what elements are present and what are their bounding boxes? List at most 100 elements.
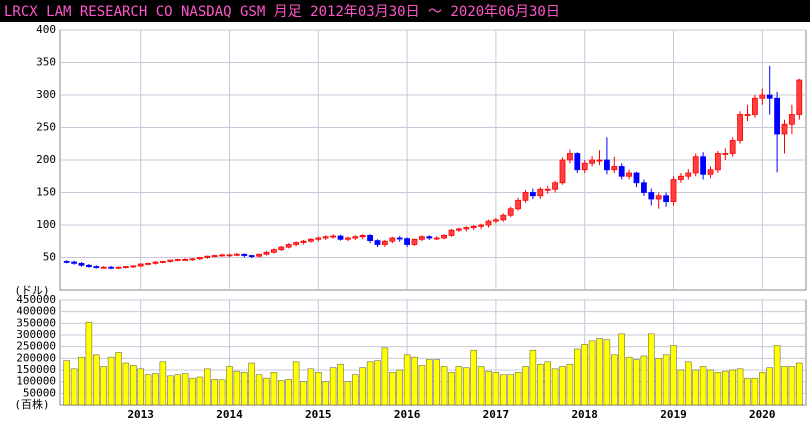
candle-body (492, 219, 499, 222)
candle-body (485, 220, 492, 226)
volume-label: (百株) (14, 397, 49, 411)
candle-body (670, 179, 677, 203)
volume-bar (588, 340, 596, 406)
volume-bar (729, 369, 736, 406)
volume-bar (63, 360, 70, 406)
candle-body (796, 79, 803, 115)
volume-bar (507, 374, 514, 406)
volume-bar (707, 369, 714, 406)
candle-body (167, 259, 174, 262)
candle-body (270, 249, 277, 253)
candle-body (789, 114, 795, 125)
candle-body (241, 253, 248, 256)
candle-body (315, 237, 322, 240)
volume-bar (233, 370, 241, 406)
volume-bar (344, 381, 352, 406)
volume-bar (204, 368, 211, 406)
volume-bar (115, 352, 122, 406)
volume-bar (418, 365, 426, 406)
volume-bar (611, 354, 618, 406)
candle-body (130, 265, 137, 268)
candle-body (626, 172, 632, 177)
volume-bar (85, 321, 93, 406)
volume-tick-label: 350000 (16, 316, 56, 329)
candle-body (722, 153, 729, 155)
candle-body (337, 235, 344, 240)
volume-bar (181, 373, 189, 406)
volume-bar (285, 379, 292, 406)
volume-bar (381, 347, 389, 406)
candle-body (552, 182, 558, 190)
volume-bar (625, 356, 633, 406)
candle-body (182, 259, 189, 261)
candle-body (63, 260, 70, 263)
candle-body (293, 242, 300, 245)
candle-body (256, 253, 263, 257)
candle-body (108, 266, 114, 269)
volume-tick-label: 50000 (23, 386, 56, 399)
volume-bar (152, 373, 159, 406)
volume-bar (448, 372, 455, 406)
volume-tick-label: 400000 (16, 305, 56, 318)
volume-bar (389, 372, 396, 406)
candle-body (115, 266, 122, 269)
candle-body (352, 236, 359, 239)
volume-bar (522, 366, 529, 406)
candle-body (522, 192, 529, 201)
x-tick-label: 2016 (394, 408, 421, 421)
volume-bar (167, 375, 174, 406)
volume-bar (796, 362, 803, 406)
volume-bar (677, 369, 685, 406)
candle-body (93, 266, 100, 269)
volume-tick-label: 450000 (16, 293, 56, 306)
candle-body (426, 236, 433, 239)
candle-body (248, 255, 255, 257)
candle-body (71, 261, 77, 264)
volume-bar (211, 379, 218, 406)
candle-body (145, 262, 152, 265)
candle-body (559, 159, 566, 184)
chart-title: LRCX LAM RESEARCH CO NASDAQ GSM 月足 2012年… (4, 4, 560, 20)
volume-bar (218, 379, 226, 406)
candle-body (663, 195, 669, 202)
volume-bar (500, 374, 507, 406)
candle-body (189, 258, 196, 261)
volume-bar (396, 369, 403, 406)
candle-body (544, 188, 551, 191)
volume-tick-label: 250000 (16, 340, 56, 353)
volume-bar (403, 354, 411, 406)
volume-bar (470, 349, 477, 406)
volume-bar (263, 377, 270, 406)
volume-bar (255, 374, 263, 406)
candle-body (611, 166, 618, 171)
candle-body (744, 114, 751, 116)
candle-body (367, 234, 374, 241)
volume-bar (144, 374, 152, 406)
candle-body (729, 140, 736, 154)
candle-body (692, 156, 699, 174)
candle-body (404, 238, 411, 245)
volume-bar (189, 377, 196, 406)
volume-bar (100, 366, 107, 406)
candle-body (470, 225, 477, 229)
candle-body (515, 199, 521, 210)
volume-bar (137, 368, 144, 406)
volume-bar (529, 349, 537, 406)
volume-bar (670, 345, 677, 406)
volume-bar (374, 360, 381, 406)
candle-body (233, 253, 240, 256)
candle-body (433, 237, 440, 240)
volume-bar (640, 355, 648, 406)
candle-body (700, 156, 706, 175)
candle-body (737, 114, 743, 141)
candle-body (781, 123, 788, 135)
candle-body (389, 237, 396, 242)
volume-bar (107, 356, 115, 406)
volume-bar (270, 372, 278, 406)
volume-bar (566, 363, 574, 406)
volume-bar (359, 367, 366, 406)
candle-body (648, 192, 655, 200)
candle-body (418, 236, 425, 240)
candle-body (478, 224, 485, 227)
